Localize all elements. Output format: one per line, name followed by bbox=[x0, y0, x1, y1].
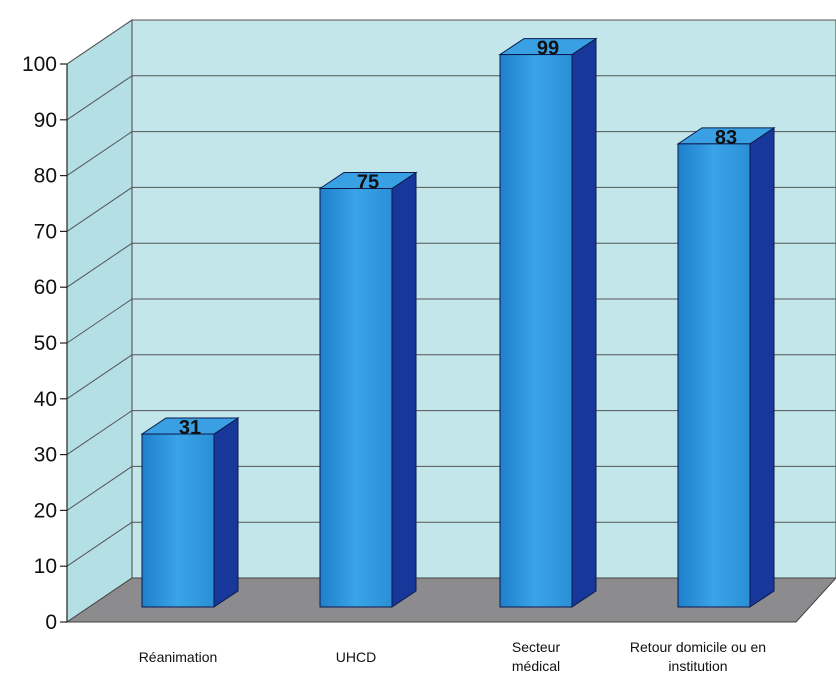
data-label: 83 bbox=[715, 127, 737, 149]
gridline-side bbox=[66, 19, 133, 65]
gridline-side bbox=[66, 465, 133, 511]
bar-front bbox=[141, 433, 215, 608]
category-label: Secteur médical bbox=[512, 639, 561, 674]
y-tick-label: 10 bbox=[34, 555, 57, 578]
y-tick-label: 0 bbox=[45, 611, 57, 634]
y-tick-label: 60 bbox=[34, 276, 57, 299]
bars: 31 75 99 83 bbox=[140, 37, 776, 608]
y-axis: 0 10 20 30 40 50 60 70 80 90 100 bbox=[22, 53, 68, 634]
gridline-side bbox=[66, 131, 133, 177]
bar: 75 bbox=[318, 171, 418, 608]
gridline-side bbox=[66, 242, 133, 288]
category-label: UHCD bbox=[336, 649, 376, 665]
data-label: 31 bbox=[179, 417, 201, 439]
bar-front bbox=[677, 143, 751, 608]
bar-side bbox=[571, 37, 597, 608]
bar-side bbox=[391, 171, 417, 608]
bar: 83 bbox=[676, 126, 776, 608]
gridline-side bbox=[66, 354, 133, 400]
category-label: Retour domicile ou en institution bbox=[630, 639, 766, 674]
bar-front bbox=[499, 54, 573, 608]
gridline-side bbox=[66, 186, 133, 232]
y-tick-label: 30 bbox=[34, 444, 57, 467]
y-tick-label: 90 bbox=[34, 109, 57, 132]
bar: 99 bbox=[498, 37, 598, 608]
gridline-side bbox=[66, 75, 133, 121]
y-tick-label: 50 bbox=[34, 332, 57, 355]
category-label: Réanimation bbox=[139, 649, 218, 665]
bar-side bbox=[213, 417, 239, 608]
gridline-side bbox=[66, 298, 133, 344]
y-tick-label: 80 bbox=[34, 165, 57, 188]
data-label: 75 bbox=[357, 172, 379, 194]
bar-front bbox=[319, 188, 393, 608]
data-label: 99 bbox=[537, 38, 559, 60]
y-tick-label: 70 bbox=[34, 220, 57, 243]
bar-side bbox=[749, 126, 775, 608]
y-tick-label: 100 bbox=[22, 53, 57, 76]
gridline-side bbox=[66, 410, 133, 456]
bar: 31 bbox=[140, 417, 240, 608]
y-tick-label: 40 bbox=[34, 388, 57, 411]
floor bbox=[65, 577, 836, 623]
y-tick-label: 20 bbox=[34, 499, 57, 522]
gridline-side bbox=[66, 521, 133, 567]
category-labels: Réanimation UHCD Secteur médical Retour domi… bbox=[139, 639, 766, 674]
